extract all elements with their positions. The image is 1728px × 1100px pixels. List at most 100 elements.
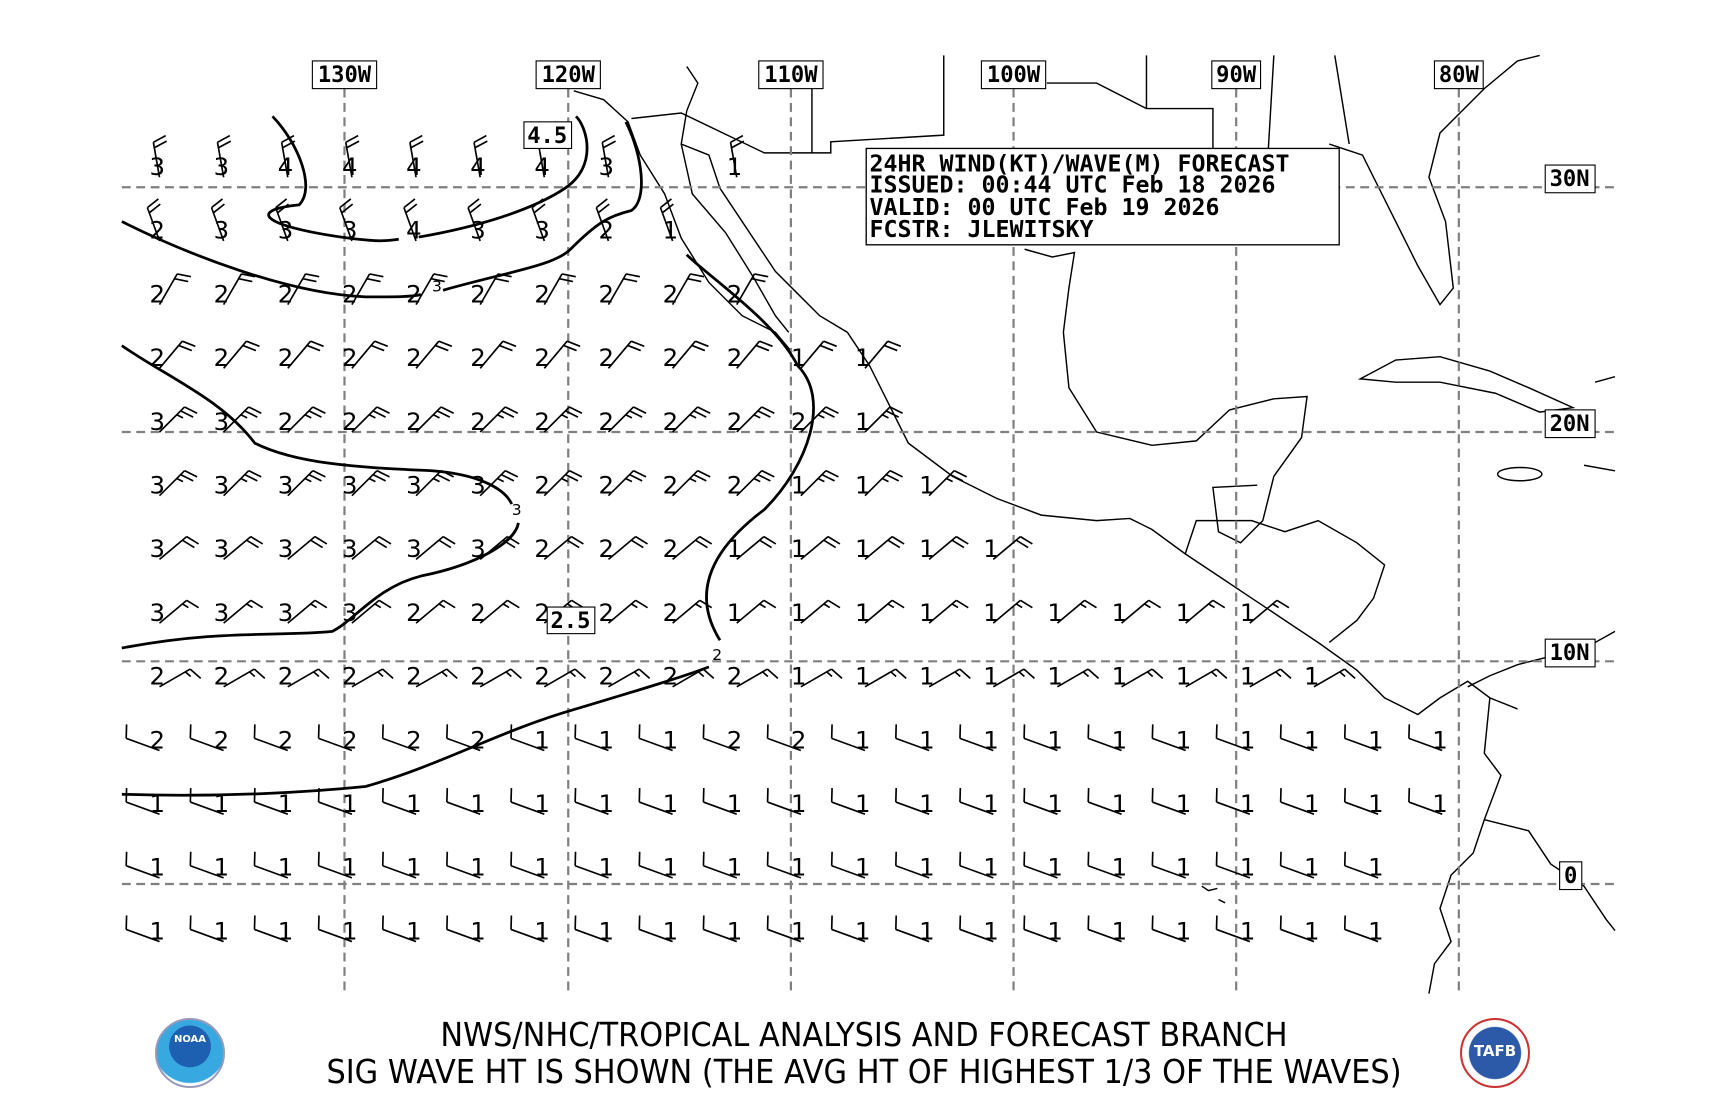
- wave-height-value: 1: [791, 598, 806, 627]
- wind-barb: [415, 599, 456, 624]
- wave-height-value: 4: [278, 152, 293, 181]
- wind-barb-shaft: [415, 668, 458, 688]
- wind-barb: [344, 134, 360, 178]
- wave-height-value: 1: [342, 916, 357, 945]
- wave-height-values: 3 3 4 4 4 4 4 3 12 3 3 3 4 3 3 2 12 2 2 2 2 2 2 2 2 22 2 2 2 2 2 2 2 2 2 1 1…: [150, 152, 1448, 945]
- wind-barb: [543, 668, 587, 688]
- coastlines: [573, 54, 1616, 994]
- wind-barb-shaft: [638, 788, 673, 815]
- wave-height-value: 1: [1176, 662, 1191, 691]
- wave-height-value: 3: [406, 471, 421, 500]
- wind-barb: [223, 668, 266, 688]
- wave-height-value: 2: [598, 662, 613, 691]
- wind-barb-shaft: [409, 134, 424, 178]
- lon-label-120w: 120W: [542, 62, 596, 88]
- wind-barb: [702, 724, 738, 752]
- tafb-logo: TAFB: [1460, 1018, 1530, 1088]
- wave-height-value: 2: [342, 407, 357, 436]
- wind-barb-shaft: [1249, 599, 1290, 624]
- wind-barb: [1279, 915, 1315, 943]
- wind-barb: [638, 724, 673, 752]
- wind-barb-shaft: [158, 469, 198, 497]
- wind-barb: [158, 340, 196, 369]
- wind-barb: [1215, 851, 1251, 879]
- wind-barb-shaft: [287, 599, 328, 624]
- wind-barb-shaft: [800, 340, 837, 369]
- wind-barb-shaft: [351, 469, 390, 497]
- wind-barb: [959, 851, 994, 879]
- lat-label-0: 0: [1564, 863, 1577, 889]
- wind-barb-shaft: [1087, 788, 1122, 815]
- wind-barb-shaft: [607, 340, 645, 369]
- wind-barb-shaft: [736, 469, 775, 497]
- wind-barb-shaft: [253, 915, 289, 943]
- wind-barb: [992, 535, 1033, 561]
- wind-barb-shaft: [607, 469, 647, 497]
- wind-barb-shaft: [287, 535, 328, 561]
- wind-barb-shaft: [736, 340, 773, 369]
- wave-height-value: 2: [406, 598, 421, 627]
- wind-barb-shaft: [446, 851, 481, 879]
- wave-height-value: 1: [342, 853, 357, 882]
- forecast-info-box: 24HR WIND(KT)/WAVE(M) FORECAST ISSUED: 0…: [865, 147, 1340, 246]
- wind-barb-shaft: [959, 915, 994, 943]
- wind-barb-shaft: [223, 599, 264, 624]
- wind-barb: [638, 851, 673, 879]
- wave-height-value: 3: [278, 216, 293, 245]
- wind-barb: [1249, 668, 1292, 688]
- wind-barb-shaft: [574, 724, 609, 752]
- forecast-title: 24HR WIND(KT)/WAVE(M) FORECAST: [870, 151, 1290, 178]
- wind-barb: [800, 406, 839, 433]
- contour-3: [121, 121, 643, 299]
- wind-barb-shaft: [736, 535, 777, 561]
- wind-barb-shaft: [1023, 915, 1058, 943]
- wave-height-value: 3: [150, 534, 165, 563]
- wave-height-value: 1: [1368, 789, 1383, 818]
- wind-barb: [253, 915, 289, 943]
- wave-height-value: 1: [598, 725, 613, 754]
- wave-height-value: 2: [150, 343, 165, 372]
- wind-barb: [800, 668, 843, 688]
- wind-barb-shaft: [446, 788, 481, 815]
- contour-4: [267, 115, 589, 243]
- wind-barb: [381, 788, 417, 815]
- wind-barb: [317, 788, 353, 815]
- wave-height-value: 2: [534, 343, 549, 372]
- noaa-logo: NOAA: [155, 1018, 225, 1088]
- wave-height-value: 3: [342, 598, 357, 627]
- wave-height-value: 1: [855, 534, 870, 563]
- wind-barb: [959, 788, 994, 815]
- wind-barb: [125, 788, 160, 815]
- wave-height-value: 2: [406, 407, 421, 436]
- wind-barb: [672, 469, 711, 497]
- wave-height-value: 1: [919, 916, 934, 945]
- wind-barb: [189, 915, 224, 943]
- wind-barb-shaft: [702, 851, 738, 879]
- wind-barb: [928, 469, 968, 497]
- wind-barb: [223, 599, 264, 624]
- wind-barb: [574, 724, 609, 752]
- wave-height-value: 1: [598, 789, 613, 818]
- wave-height-value: 1: [150, 789, 165, 818]
- wave-height-value: 2: [470, 407, 485, 436]
- wind-barb: [415, 668, 458, 688]
- tafb-logo-text: TAFB: [1473, 1042, 1517, 1060]
- wave-height-value: 2: [278, 662, 293, 691]
- wind-barb: [1279, 724, 1315, 752]
- wave-height-value: 2: [791, 407, 806, 436]
- wave-height-value: 1: [983, 853, 998, 882]
- wind-barb-shaft: [1313, 668, 1356, 688]
- wave-height-value: 1: [1176, 789, 1191, 818]
- wind-barb-shaft: [158, 273, 192, 306]
- wind-barb: [473, 134, 488, 178]
- wind-barb: [1343, 915, 1379, 943]
- wave-height-value: 2: [214, 279, 229, 308]
- wind-barb: [317, 915, 353, 943]
- wind-barb: [351, 599, 392, 624]
- wave-height-value: 1: [663, 789, 678, 818]
- wave-height-value: 1: [1176, 853, 1191, 882]
- wave-height-value: 1: [1368, 853, 1383, 882]
- wave-height-value: 1: [1304, 916, 1319, 945]
- wave-height-value: 1: [855, 789, 870, 818]
- wind-barb-shaft: [1056, 668, 1100, 688]
